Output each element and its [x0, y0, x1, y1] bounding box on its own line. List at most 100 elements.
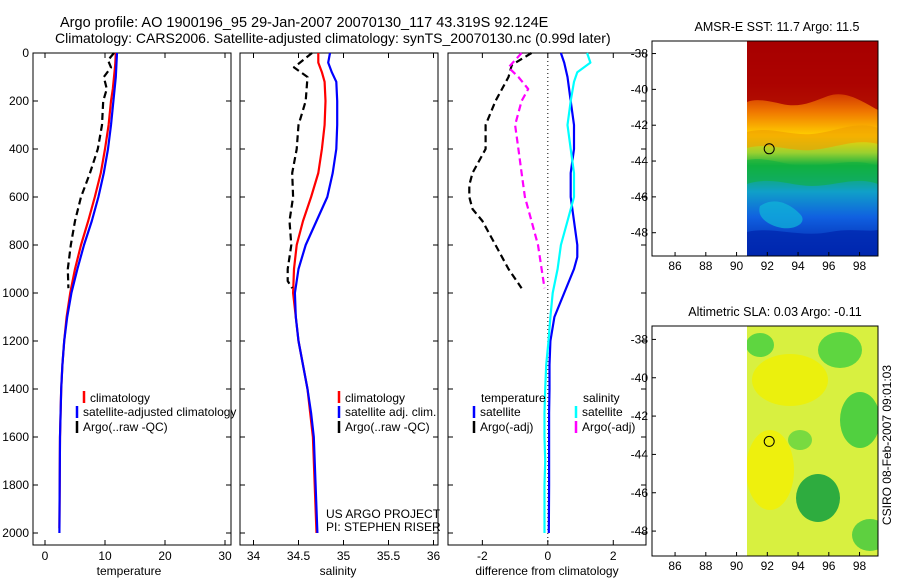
salinity-xtick-label: 35	[337, 549, 351, 563]
sla-map-ytick-label: -38	[631, 332, 649, 346]
difference-axes-frame	[447, 52, 647, 546]
temperature-xtick-label: 0	[42, 549, 49, 563]
sst-map-image	[747, 41, 878, 256]
side-stamp: CSIRO 08-Feb-2007 09:01:03	[880, 365, 894, 525]
sst-map-frame	[651, 40, 879, 257]
sla-yellow-patch-1	[752, 354, 828, 406]
temperature-ytick-label: 1200	[2, 334, 29, 348]
sla-green-patch-1	[818, 332, 862, 368]
salinity-xtick-label: 35.5	[377, 549, 401, 563]
salinity-series-argo-raw-qc	[286, 52, 313, 289]
sla-green-patch-6	[852, 519, 878, 551]
temperature-panel: 0 10 20 30 0 200 400 600 800 1000 1200 1400 1600 1800…	[2, 46, 236, 578]
temperature-ytick-label: 200	[9, 94, 29, 108]
sst-map-title: AMSR-E SST: 11.7 Argo: 11.5	[695, 20, 860, 34]
difference-xtick-label: -2	[477, 549, 488, 563]
temperature-ytick-label: 2000	[2, 526, 29, 540]
temperature-ytick-label: 0	[22, 46, 29, 60]
sla-map-panel: Altimetric SLA: 0.03 Argo: -0.11 86 88 90 9…	[631, 305, 879, 573]
salinity-xtick-label: 34	[247, 549, 261, 563]
sst-cold-band	[747, 230, 878, 256]
temperature-xtick-label: 20	[158, 549, 172, 563]
temperature-legend-label-climatology: climatology	[90, 391, 150, 405]
salinity-legend-label-climatology: climatology	[345, 391, 405, 405]
salinity-xtick-label: 36	[427, 549, 441, 563]
salinity-ticks: 34 34.5 35 35.5 36	[240, 52, 441, 563]
sla-map-xtick-label: 92	[761, 559, 775, 573]
sla-map-ytick-label: -42	[631, 409, 649, 423]
sla-green-patch-5	[788, 430, 812, 450]
credit-line-1: US ARGO PROJECT	[326, 507, 441, 521]
sla-green-patch-3	[796, 474, 840, 522]
sla-map-xtick-label: 96	[822, 559, 836, 573]
difference-xlabel: difference from climatology	[475, 564, 618, 578]
difference-legend-label-temp-argo: Argo(-adj)	[480, 420, 533, 434]
temperature-series-argo-raw-qc	[66, 52, 115, 289]
difference-legend-label-temp-satellite: satellite	[480, 405, 521, 419]
sla-argo-location-marker	[763, 435, 775, 447]
figure-title-line2: Climatology: CARS2006. Satellite-adjuste…	[55, 30, 611, 46]
sst-front-band	[747, 125, 878, 151]
sla-map-xtick-label: 94	[791, 559, 805, 573]
temperature-xlabel: temperature	[97, 564, 162, 578]
temperature-series-climatology	[58, 52, 117, 529]
difference-xtick-label: 2	[610, 549, 617, 563]
temperature-ytick-label: 1000	[2, 286, 29, 300]
temperature-legend: climatology satellite-adjusted climatolo…	[75, 391, 236, 434]
sst-warm-lobe	[747, 41, 878, 110]
sla-map-ticks: 86 88 90 92 94 96 98 -38 -40 -42 -44 -46 -48	[631, 332, 867, 573]
difference-series-salinity-argo-adj	[507, 52, 546, 289]
temperature-ytick-label: 800	[9, 238, 29, 252]
difference-series-salinity-satellite	[543, 52, 592, 533]
difference-lines	[468, 52, 592, 545]
sst-map-xtick-label: 86	[668, 259, 682, 273]
salinity-legend: climatology satellite adj. clim. Argo(..…	[337, 391, 436, 434]
sst-map-ticks: 86 88 90 92 94 96 98 -38 -40 -42 -44 -46 -48	[631, 47, 867, 273]
sla-green-patch-4	[747, 333, 774, 357]
temperature-ytick-label: 1800	[2, 478, 29, 492]
difference-series-temperature-argo-adj	[468, 52, 533, 289]
sla-map-xtick-label: 88	[699, 559, 713, 573]
sst-map-xtick-label: 94	[791, 259, 805, 273]
difference-xtick-label: 0	[544, 549, 551, 563]
temperature-xtick-label: 30	[218, 549, 232, 563]
temperature-legend-label-satellite: satellite-adjusted climatology	[83, 405, 236, 419]
salinity-series-satellite-adj-clim	[293, 52, 339, 534]
sst-map-xtick-label: 96	[822, 259, 836, 273]
sst-map-ytick-label: -42	[631, 118, 649, 132]
sla-map-xtick-label: 98	[853, 559, 867, 573]
temperature-ticks: 0 10 20 30 0 200 400 600 800 1000 1200 1400 1600 1800…	[2, 46, 232, 563]
sst-map-ytick-label: -44	[631, 154, 649, 168]
sst-map-ytick-label: -40	[631, 82, 649, 96]
sla-map-xtick-label: 90	[730, 559, 744, 573]
difference-legend-header-salinity: salinity	[583, 391, 620, 405]
sst-map-xtick-label: 90	[730, 259, 744, 273]
temperature-lines	[58, 52, 119, 534]
difference-legend-label-sal-argo: Argo(-adj)	[582, 420, 635, 434]
difference-legend: temperature salinity satellite Argo(-adj…	[472, 391, 635, 434]
credit-line-2: PI: STEPHEN RISER	[326, 520, 441, 534]
temperature-ytick-label: 1600	[2, 430, 29, 444]
difference-legend-label-sal-satellite: satellite	[582, 405, 623, 419]
sla-map-title: Altimetric SLA: 0.03 Argo: -0.11	[688, 305, 862, 319]
sst-map-ytick-label: -48	[631, 226, 649, 240]
temperature-xtick-label: 10	[98, 549, 112, 563]
sst-map-xtick-label: 92	[761, 259, 775, 273]
temperature-ytick-label: 400	[9, 142, 29, 156]
salinity-xlabel: salinity	[320, 564, 357, 578]
sst-map-xtick-label: 98	[853, 259, 867, 273]
salinity-legend-label-satellite: satellite adj. clim.	[345, 405, 436, 419]
temperature-ytick-label: 1400	[2, 382, 29, 396]
sla-map-image	[747, 326, 878, 556]
sla-map-ytick-label: -48	[631, 524, 649, 538]
temperature-axes-frame	[32, 52, 232, 546]
difference-ticks: -2 0 2	[448, 52, 646, 563]
sst-green-band	[747, 159, 878, 186]
temperature-legend-label-argo: Argo(..raw -QC)	[83, 420, 168, 434]
difference-legend-header-temperature: temperature	[481, 391, 546, 405]
difference-series-temperature-satellite	[547, 52, 579, 534]
sst-map-ytick-label: -38	[631, 47, 649, 61]
figure-title-line1: Argo profile: AO 1900196_95 29-Jan-2007 …	[60, 15, 549, 31]
sla-map-frame	[651, 325, 879, 557]
